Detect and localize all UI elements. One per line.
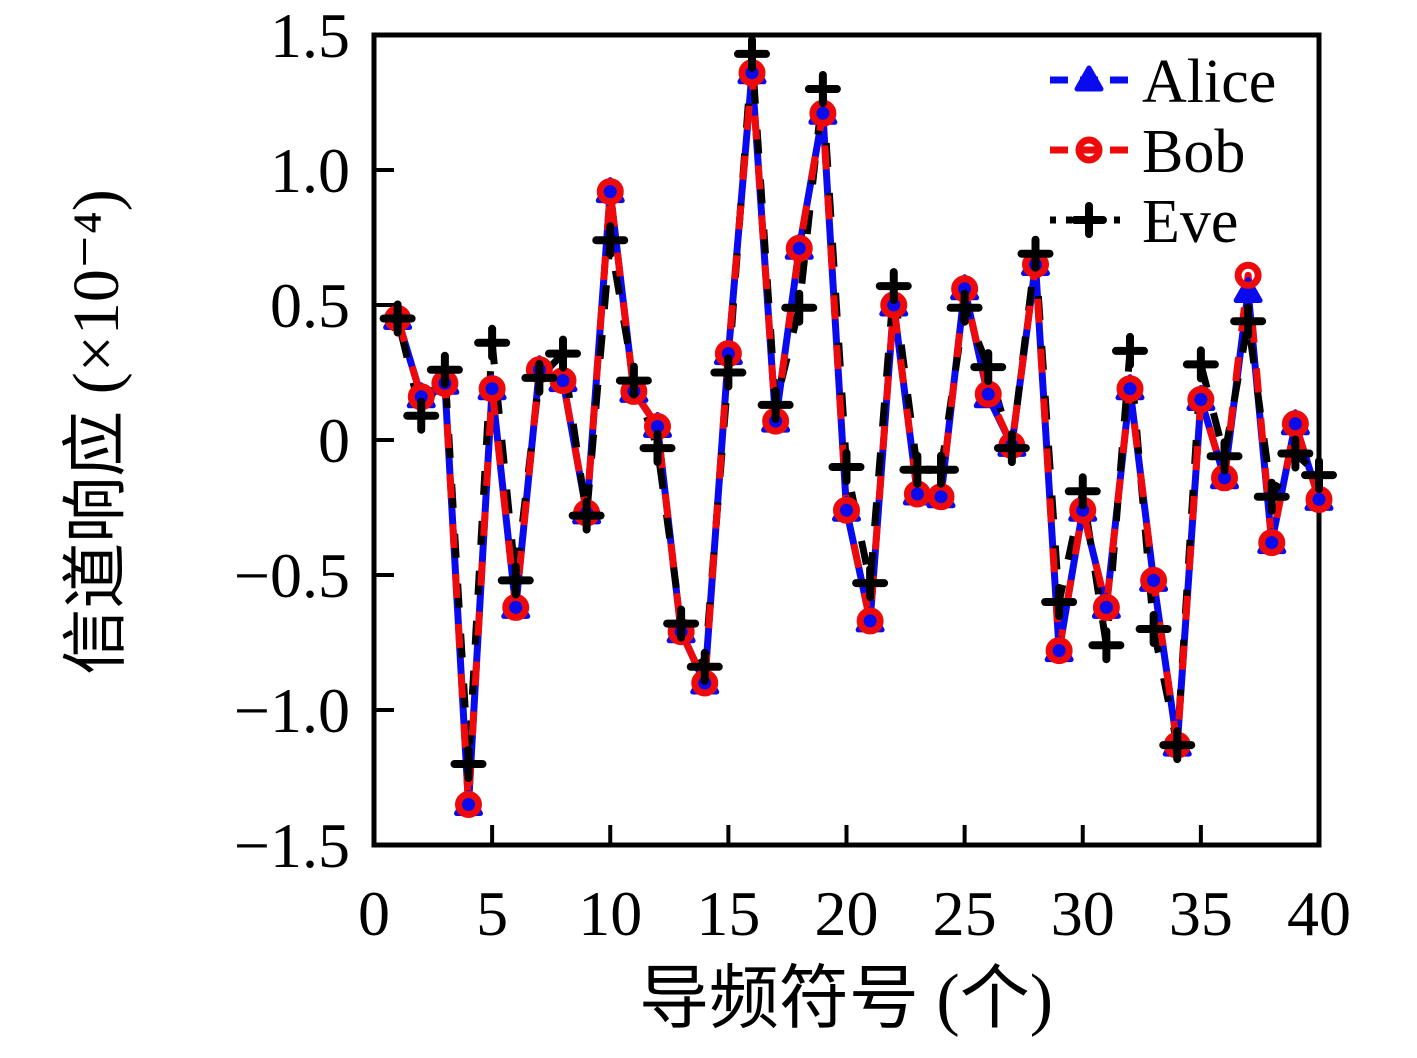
- marker-eve-18: [781, 289, 818, 326]
- marker-eve-30: [1064, 473, 1101, 510]
- marker-bob-5: [478, 375, 506, 403]
- y-tick-label--1: −1.0: [234, 675, 350, 746]
- marker-eve-21: [852, 565, 889, 602]
- marker-eve-17: [757, 386, 794, 423]
- marker-eve-7: [521, 359, 558, 396]
- marker-eve-26: [970, 349, 1007, 386]
- marker-bob-4: [455, 791, 482, 818]
- legend-marker-alice: [1074, 65, 1104, 92]
- y-tick-label-1.5: 1.5: [270, 0, 350, 71]
- marker-bob-18: [785, 234, 813, 262]
- marker-eve-33: [1135, 611, 1172, 647]
- marker-bob-38: [1258, 529, 1286, 557]
- x-axis-title: 导频符号 (个): [639, 961, 1053, 1038]
- marker-eve-32: [1112, 332, 1148, 369]
- marker-eve-12: [639, 430, 676, 467]
- marker-eve-10: [592, 222, 629, 259]
- marker-eve-15: [710, 354, 747, 391]
- x-tick-label-15: 15: [696, 878, 760, 949]
- marker-eve-6: [497, 562, 534, 599]
- legend-marker-bob: [1075, 136, 1103, 164]
- marker-eve-40: [1301, 457, 1337, 494]
- marker-eve-35: [1182, 346, 1219, 383]
- legend-label-eve: Eve: [1142, 188, 1238, 256]
- y-tick-label-0: 0: [318, 405, 350, 476]
- x-tick-label-0: 0: [358, 878, 390, 949]
- marker-eve-14: [686, 648, 723, 685]
- marker-bob-29: [1045, 637, 1073, 665]
- marker-bob-37: [1234, 261, 1262, 289]
- marker-eve-19: [804, 71, 841, 107]
- x-tick-label-30: 30: [1051, 878, 1115, 949]
- marker-eve-24: [923, 451, 959, 488]
- y-axis-title: 信道响应 (×10⁻⁴): [60, 189, 133, 675]
- marker-bob-32: [1116, 375, 1144, 403]
- marker-eve-39: [1277, 435, 1314, 472]
- marker-bob-33: [1140, 566, 1168, 594]
- marker-eve-38: [1253, 478, 1290, 515]
- marker-eve-1: [379, 300, 416, 337]
- series-markers-eve: [379, 35, 1337, 782]
- axes-frame: [371, 32, 1322, 848]
- legend-item-alice: Alice: [1050, 48, 1276, 116]
- marker-eve-36: [1206, 438, 1243, 475]
- marker-bob-20: [833, 496, 860, 524]
- y-tick-label--1.5: −1.5: [234, 810, 350, 881]
- legend-item-bob: Bob: [1050, 118, 1245, 186]
- marker-bob-39: [1281, 410, 1309, 438]
- marker-eve-37: [1230, 303, 1267, 340]
- marker-eve-13: [663, 605, 700, 642]
- marker-eve-16: [734, 35, 770, 72]
- legend-label-alice: Alice: [1142, 48, 1276, 116]
- legend-item-eve: Eve: [1050, 188, 1238, 256]
- marker-bob-31: [1092, 593, 1120, 621]
- marker-eve-31: [1088, 627, 1125, 664]
- y-tick-label-0.5: 0.5: [270, 270, 350, 341]
- marker-eve-11: [615, 362, 652, 399]
- marker-eve-25: [946, 289, 983, 326]
- marker-eve-28: [1017, 235, 1054, 272]
- x-tick-label-20: 20: [815, 878, 879, 949]
- marker-eve-8: [545, 335, 581, 372]
- marker-eve-34: [1159, 727, 1196, 764]
- marker-eve-9: [568, 497, 605, 534]
- marker-alice-37: [1233, 277, 1263, 303]
- x-tick-label-25: 25: [933, 878, 997, 949]
- x-tick-label-10: 10: [578, 878, 642, 949]
- marker-eve-27: [993, 430, 1030, 467]
- legend-label-bob: Bob: [1142, 118, 1245, 186]
- marker-eve-20: [828, 449, 865, 485]
- legend-marker-eve: [1071, 202, 1107, 238]
- y-tick-label-1: 1.0: [270, 135, 350, 206]
- marker-eve-2: [403, 397, 440, 434]
- marker-eve-29: [1041, 584, 1078, 620]
- plot-area: 0 5 10 15 20 25 30 35 40 1.5 1.0 0.5 0 −0.5 −1.0 −1.5 Al…: [234, 0, 1351, 949]
- marker-bob-35: [1187, 386, 1215, 413]
- x-tick-label-35: 35: [1169, 878, 1233, 949]
- marker-eve-22: [875, 268, 912, 305]
- marker-eve-3: [426, 351, 463, 388]
- marker-eve-4: [450, 746, 487, 782]
- marker-eve-5: [474, 324, 511, 361]
- marker-bob-10: [596, 178, 624, 206]
- y-tick-label--0.5: −0.5: [234, 540, 350, 611]
- x-tick-label-40: 40: [1287, 878, 1351, 949]
- marker-bob-21: [856, 607, 884, 635]
- x-tick-label-5: 5: [476, 878, 508, 949]
